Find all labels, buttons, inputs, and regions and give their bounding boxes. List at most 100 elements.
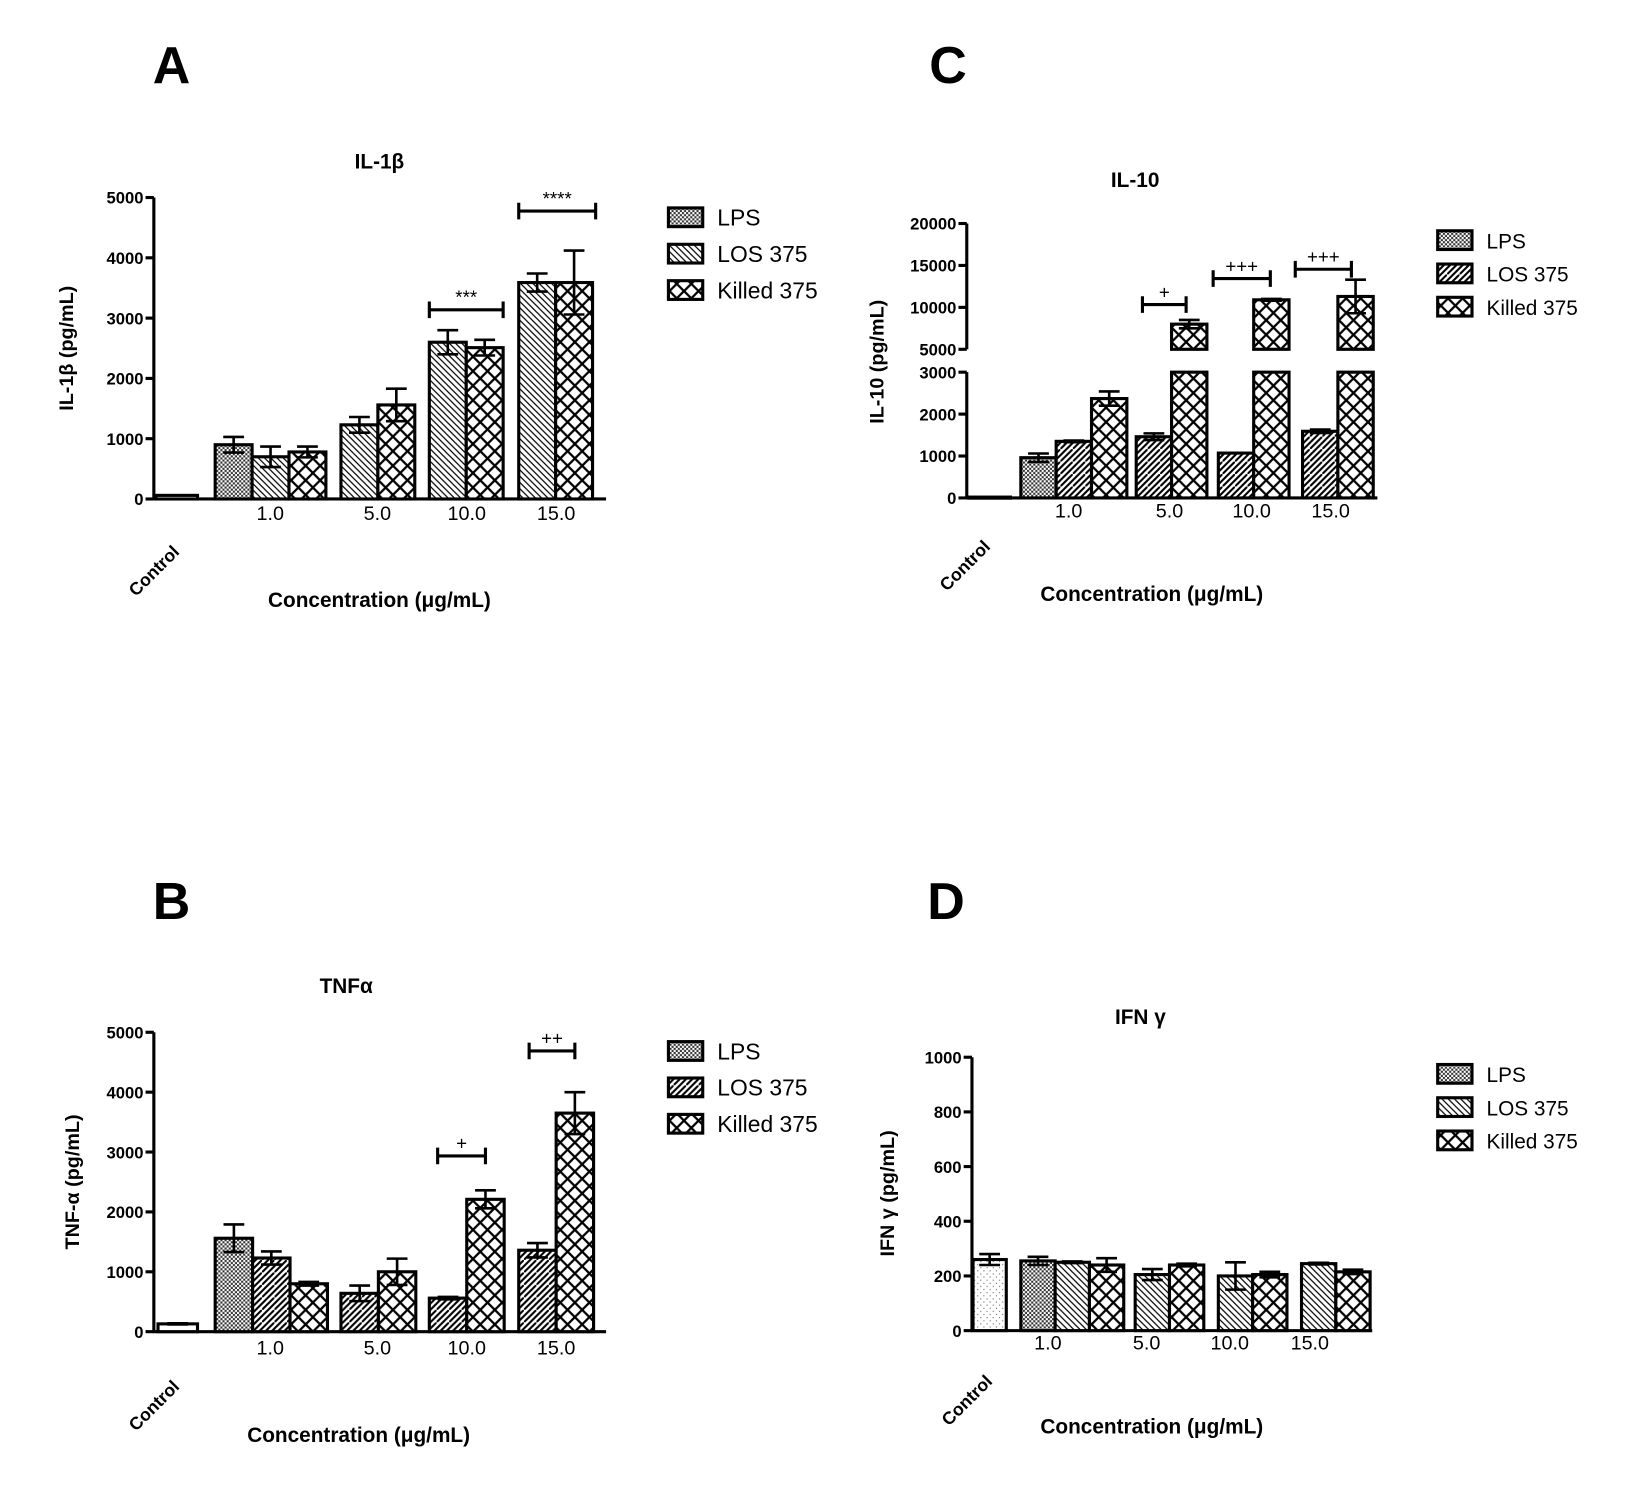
error-bar (385, 387, 407, 423)
panel-a: A IL-1β IL-1β (pg/mL) Concentration (μg/mL)… (56, 37, 818, 612)
y-tick-label: 2000 (106, 370, 143, 389)
panel-letter: B (153, 873, 191, 931)
error-bar (223, 435, 245, 454)
bar-killed-375 (554, 280, 595, 501)
bar-killed-375 (1087, 1263, 1126, 1333)
bar-los-375 (1053, 1260, 1091, 1333)
error-bar (1061, 1260, 1083, 1265)
y-tick-label: 3000 (106, 1143, 143, 1162)
error-bar (386, 1257, 408, 1287)
error-bar (1309, 428, 1331, 435)
y-tick-label: 3000 (919, 363, 956, 382)
error-bar (298, 1280, 320, 1287)
y-tick-label: 5000 (106, 189, 143, 208)
error-bar (349, 1284, 371, 1303)
panel-c: C IL-10 IL-10 (pg/mL) Concentration (μg/mL)… (867, 37, 1578, 606)
bar-control (967, 495, 1012, 500)
legend-swatch (1436, 295, 1474, 318)
error-bar (1096, 1256, 1117, 1274)
y-axis-label: IL-10 (pg/mL) (867, 300, 889, 424)
chart-title: IL-10 (1111, 169, 1160, 192)
significance-label: +++ (1225, 255, 1258, 276)
x-tick-label: 5.0 (1156, 501, 1183, 523)
x-tick-label: 10.0 (1232, 501, 1270, 523)
bar-los-375 (427, 1296, 469, 1334)
legend-swatch (666, 1112, 705, 1135)
error-bar (349, 415, 370, 434)
error-bar (979, 1252, 1001, 1267)
x-tick-label: 1.0 (1055, 501, 1082, 523)
error-bar (260, 1250, 282, 1266)
error-bar (1143, 432, 1165, 442)
significance-bracket (436, 1147, 488, 1165)
bar-killed-375 (1089, 397, 1129, 500)
x-tick-label: 15.0 (1291, 1332, 1329, 1354)
legend-swatch (666, 279, 705, 301)
x-tick-label-control: Control (125, 1376, 184, 1435)
y-tick-label: 3000 (106, 309, 143, 328)
y-tick-label: 4000 (106, 249, 143, 268)
legend-swatch (1436, 1096, 1474, 1119)
significance-bracket (1140, 296, 1188, 313)
error-bar (437, 1295, 459, 1301)
y-tick-label: 15000 (910, 257, 956, 276)
legend-label: LPS (717, 1038, 760, 1064)
y-tick-label: 2000 (919, 405, 956, 424)
error-bar (475, 1189, 496, 1210)
legend-label: LPS (1487, 1064, 1526, 1087)
legend-swatch (1436, 229, 1474, 252)
error-bar (260, 445, 281, 469)
bar-lps (213, 1236, 255, 1334)
legend-label: LOS 375 (1487, 1097, 1569, 1120)
error-bar (1098, 390, 1120, 408)
error-bar (526, 272, 548, 293)
error-bar (1027, 1255, 1049, 1267)
legend-label: LPS (717, 205, 760, 231)
error-bar (1225, 1260, 1246, 1291)
error-bar (563, 249, 585, 316)
x-tick-label: 15.0 (537, 503, 575, 525)
error-bar (1063, 439, 1085, 444)
significance-label: +++ (1307, 246, 1340, 267)
bar-killed-375 (465, 1197, 506, 1334)
legend-swatch (1436, 262, 1474, 285)
error-bar (527, 1241, 548, 1259)
y-tick-label: 1000 (106, 1263, 143, 1282)
x-axis-label: Concentration (μg/mL) (247, 1424, 470, 1447)
significance-bracket (427, 301, 505, 319)
y-tick-label: 4000 (106, 1083, 143, 1102)
legend-swatch (666, 206, 705, 229)
bar-los-375 (1300, 429, 1340, 500)
y-tick-label: 200 (934, 1267, 962, 1286)
chart-title: IL-1β (355, 150, 405, 173)
x-tick-label-control: Control (125, 542, 184, 601)
y-tick-label: 0 (947, 489, 956, 508)
error-bar (1141, 1267, 1163, 1282)
y-tick-label: 1000 (925, 1048, 962, 1067)
bar-killed-375 (464, 346, 505, 501)
error-bar (1342, 1268, 1364, 1276)
bar-killed-375 (1251, 1273, 1289, 1333)
y-tick-label: 600 (934, 1158, 962, 1177)
significance-bracket (1211, 270, 1272, 287)
significance-label: + (456, 1133, 467, 1154)
panel-letter: C (929, 37, 967, 95)
x-axis-label: Concentration (μg/mL) (1040, 583, 1263, 606)
bar-los-375 (339, 423, 380, 501)
significance-label: **** (543, 188, 572, 209)
y-tick-label: 5000 (919, 341, 956, 360)
legend-label: Killed 375 (1487, 1131, 1578, 1154)
y-tick-label: 0 (952, 1322, 961, 1341)
bar-los-375 (251, 1256, 292, 1334)
bar-los-375 (517, 1248, 558, 1334)
y-tick-label: 10000 (910, 299, 956, 318)
y-tick-label: 0 (134, 490, 143, 509)
error-bar (1345, 278, 1366, 315)
legend-swatch (666, 1076, 705, 1099)
panel-letter: D (927, 873, 965, 931)
x-tick-label: 15.0 (537, 1338, 575, 1360)
x-tick-label: 1.0 (257, 1338, 284, 1360)
legend-label: LOS 375 (717, 1075, 807, 1101)
error-bar (1178, 318, 1200, 330)
